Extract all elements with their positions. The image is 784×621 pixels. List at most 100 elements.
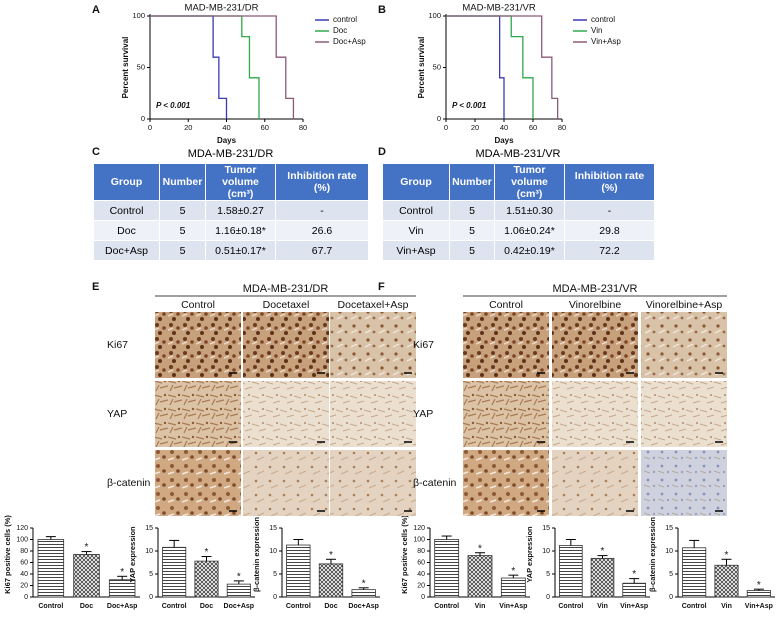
table-row: Vin+Asp 5 0.42±0.19* 72.2 [382, 240, 655, 261]
significance-mark: * [632, 569, 636, 580]
bar [467, 555, 493, 598]
y-tick-label: 100 [16, 536, 28, 543]
bar [351, 589, 376, 598]
bar [226, 583, 251, 598]
error-bar [508, 574, 519, 579]
error-bar [326, 558, 336, 564]
table-cell: 72.2 [564, 240, 655, 261]
error-bar [441, 535, 452, 540]
y-tick-label: 0 [149, 594, 153, 601]
x-tick-label: Control [558, 603, 583, 610]
x-tick-label: 80 [299, 123, 307, 132]
x-tick-label: Control [682, 603, 707, 610]
y-tick-label: 120 [16, 525, 28, 532]
y-tick-label: 15 [665, 525, 673, 532]
y-tick-label: 80 [417, 548, 425, 555]
y-axis-label: Percent survival [417, 37, 426, 99]
significance-mark: * [237, 572, 241, 583]
error-bar [117, 575, 128, 580]
legend-label: Doc [333, 26, 347, 35]
ihc-image [330, 312, 416, 378]
table-cell: 5 [159, 220, 206, 241]
table-header-cell: Tumor volume (cm³) [205, 163, 276, 201]
y-tick-label: 0 [24, 594, 28, 601]
bar [622, 582, 646, 598]
panel-label: A [92, 4, 100, 16]
error-bar [169, 539, 180, 548]
y-tick-label: 100 [413, 536, 425, 543]
ihc-column-label: Vinorelbine [569, 299, 622, 311]
table-cell: Doc [93, 220, 160, 241]
table-cell: 1.58±0.27 [205, 200, 276, 221]
legend-label: control [333, 15, 357, 24]
significance-mark: * [85, 542, 89, 553]
error-bar [721, 558, 732, 566]
significance-mark: * [601, 546, 605, 557]
table-title: MDA-MB-231/DR [187, 148, 274, 160]
table-cell: 5 [449, 220, 495, 241]
x-tick-label: Control [38, 603, 63, 610]
table-header-row: Group Number Tumor volume (cm³) Inhibition … [382, 163, 655, 201]
y-tick-label: 0 [669, 594, 673, 601]
table-cell: 67.7 [275, 240, 369, 261]
ihc-column-label: Docetaxel+Asp [338, 299, 409, 311]
ihc-image [641, 381, 727, 447]
y-tick-label: 10 [665, 548, 673, 555]
error-bar [81, 551, 92, 555]
ihc-image [641, 450, 727, 516]
table-row: Doc+Asp 5 0.51±0.17* 67.7 [93, 240, 369, 261]
y-tick-label: 60 [417, 559, 425, 566]
y-tick-label: 50 [433, 62, 441, 71]
table-header-cell: Inhibition rate (%) [564, 163, 655, 201]
y-tick-label: 10 [145, 548, 153, 555]
legend-label: control [591, 15, 615, 24]
ihc-row-label: β-catenin [107, 477, 151, 489]
x-tick-label: Vin+Asp [499, 603, 527, 610]
significance-mark: * [205, 547, 209, 558]
table-cell: - [275, 200, 369, 221]
y-tick-label: 120 [413, 525, 425, 532]
x-axis-label: Days [217, 136, 237, 145]
bar [714, 564, 739, 598]
bar [682, 547, 707, 598]
panel-label: C [92, 146, 100, 158]
y-axis-label: YAP expression [525, 526, 534, 583]
error-bar [629, 578, 640, 584]
x-tick-label: 80 [558, 123, 566, 132]
y-tick-label: 20 [417, 582, 425, 589]
significance-mark: * [511, 566, 515, 577]
ihc-row-label: Ki67 [413, 339, 434, 351]
bar [73, 554, 100, 598]
table-header-cell: Group [382, 163, 450, 201]
legend-label: Doc+Asp [333, 37, 366, 46]
table-cell: 1.51±0.30 [494, 200, 565, 221]
panel-label: B [378, 4, 386, 16]
error-bar [293, 539, 304, 546]
table-cell: Control [382, 200, 450, 221]
x-tick-label: Doc+Asp [224, 603, 255, 610]
ihc-image [463, 312, 549, 378]
x-tick-label: Doc [324, 603, 337, 610]
table-cell: Control [93, 200, 160, 221]
survival-curve [150, 15, 295, 119]
table-cell: 1.06±0.24* [494, 220, 565, 241]
error-bar [201, 556, 212, 562]
table-cell: 5 [159, 240, 206, 261]
ihc-image [330, 381, 416, 447]
data-table: Group Number Tumor volume (cm³) Inhibition … [93, 163, 369, 261]
ihc-row-label: Ki67 [107, 339, 128, 351]
y-tick-label: 60 [20, 559, 28, 566]
chart-title: MAD-MB-231/DR [185, 3, 259, 14]
y-tick-label: 5 [149, 571, 153, 578]
table-cell: Doc+Asp [93, 240, 160, 261]
bar [162, 546, 187, 598]
error-bar [233, 580, 244, 585]
error-bar [753, 588, 764, 591]
y-tick-label: 0 [141, 114, 145, 123]
ihc-image [552, 381, 638, 447]
survival-curve [446, 15, 559, 119]
x-tick-label: Doc+Asp [348, 603, 379, 610]
x-tick-label: 0 [444, 123, 448, 132]
